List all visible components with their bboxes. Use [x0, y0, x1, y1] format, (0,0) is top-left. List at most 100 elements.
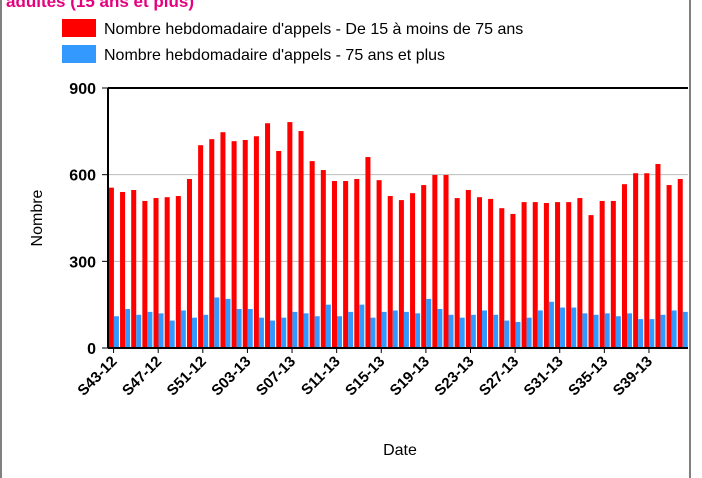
- bar: [175, 196, 181, 348]
- bar: [203, 314, 209, 348]
- bar: [180, 310, 186, 348]
- y-tick-label: 600: [69, 168, 96, 185]
- bar: [231, 141, 237, 348]
- bar: [671, 310, 677, 348]
- bar: [387, 196, 393, 348]
- bar: [582, 313, 588, 348]
- bar: [131, 189, 137, 348]
- bar: [421, 185, 427, 348]
- bar: [655, 163, 661, 348]
- bar: [314, 316, 320, 348]
- bar: [398, 200, 404, 348]
- bar: [504, 320, 510, 348]
- bar: [236, 309, 242, 348]
- bar: [560, 307, 566, 348]
- bar: [593, 314, 599, 348]
- bar: [577, 198, 583, 348]
- bar: [515, 322, 521, 348]
- bar: [214, 297, 220, 348]
- bar: [348, 311, 354, 348]
- bar: [454, 198, 460, 348]
- bar: [499, 208, 505, 348]
- bar: [604, 313, 610, 348]
- bar: [571, 307, 577, 348]
- bar: [336, 316, 343, 348]
- bar: [309, 161, 315, 348]
- bar: [343, 181, 349, 348]
- x-axis-label: Date: [383, 442, 417, 459]
- bar: [470, 314, 476, 348]
- bar: [459, 317, 465, 348]
- bar: [198, 145, 204, 348]
- bar: [292, 311, 298, 348]
- bar: [365, 157, 371, 348]
- bar: [476, 197, 482, 348]
- bar: [186, 179, 192, 348]
- bar: [220, 132, 226, 348]
- bar: [488, 198, 494, 348]
- bar: [247, 309, 253, 348]
- bar: [209, 139, 215, 348]
- bar: [543, 202, 549, 348]
- bar: [113, 316, 119, 348]
- bar: [649, 319, 655, 348]
- bar: [526, 317, 532, 348]
- bar: [303, 313, 309, 348]
- bar: [381, 311, 387, 348]
- bar: [281, 317, 287, 348]
- bar: [666, 185, 672, 348]
- bar: [677, 179, 683, 348]
- bar: [359, 304, 365, 348]
- bar: [403, 311, 409, 348]
- bar: [660, 314, 666, 348]
- bar: [443, 174, 449, 348]
- bar: [225, 298, 231, 348]
- bar: [432, 174, 438, 348]
- bar: [415, 313, 421, 348]
- bar: [125, 309, 131, 348]
- bar: [242, 140, 248, 348]
- bar: [521, 202, 527, 348]
- bar: [158, 313, 164, 348]
- legend-swatch: [62, 45, 96, 63]
- bar: [621, 184, 627, 348]
- bar: [548, 301, 554, 348]
- bar: [136, 314, 142, 348]
- legend-swatch: [62, 19, 96, 37]
- bar: [298, 131, 304, 348]
- bar: [448, 314, 454, 348]
- bar: [638, 319, 644, 348]
- bar: [437, 309, 443, 348]
- bar: [644, 173, 650, 348]
- y-tick-label: 300: [69, 254, 96, 271]
- bar: [376, 180, 382, 348]
- legend-label: Nombre hebdomadaire d'appels - De 15 à m…: [104, 21, 523, 38]
- bar: [253, 136, 259, 348]
- bar: [265, 123, 271, 348]
- bar: [633, 173, 639, 348]
- bar: [493, 314, 499, 348]
- bar: [392, 310, 398, 348]
- bar: [370, 317, 376, 348]
- bar: [588, 215, 594, 348]
- bar: [276, 150, 282, 348]
- bar: [615, 316, 621, 348]
- bar: [610, 200, 616, 348]
- bar: [426, 298, 432, 348]
- bar: [566, 202, 572, 348]
- bar: [164, 197, 170, 348]
- bar: [331, 181, 337, 348]
- chart-title: adultes (15 ans et plus): [6, 0, 194, 11]
- bar: [320, 170, 326, 348]
- bar: [682, 311, 688, 348]
- y-axis-label: Nombre: [29, 189, 46, 246]
- y-tick-label: 0: [87, 341, 96, 358]
- bar: [537, 310, 543, 348]
- bar: [555, 202, 561, 348]
- bar: [147, 311, 153, 348]
- bar: [626, 313, 633, 348]
- bar: [191, 317, 198, 348]
- bar: [510, 213, 516, 348]
